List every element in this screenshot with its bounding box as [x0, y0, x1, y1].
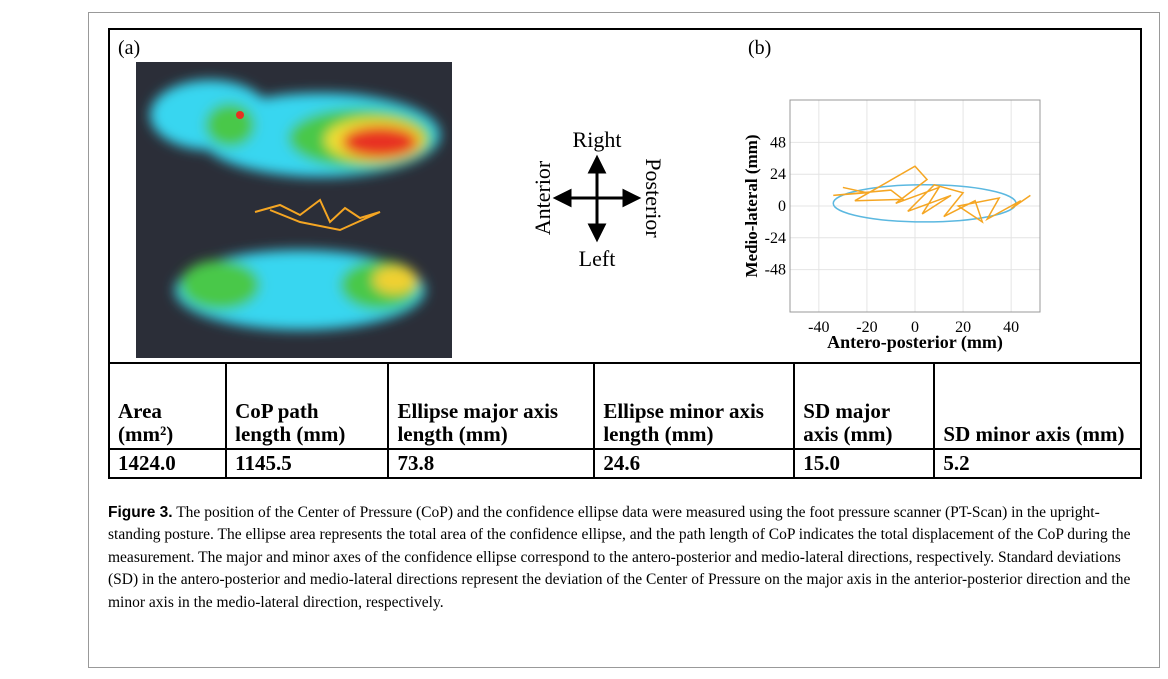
- results-table: Area (mm²)CoP path length (mm)Ellipse ma…: [108, 362, 1142, 479]
- y-tick-label: 48: [770, 134, 786, 151]
- table-cell: Ellipse major axis length (mm): [388, 363, 594, 449]
- panel-label: (a): [118, 37, 140, 59]
- y-tick-label: 24: [770, 166, 786, 183]
- x-tick-label: -40: [808, 319, 829, 336]
- y-tick-label: -24: [765, 230, 786, 247]
- x-tick-label: 20: [955, 319, 971, 336]
- table-row: Area (mm²)CoP path length (mm)Ellipse ma…: [109, 363, 1141, 449]
- direction-label: Right: [573, 127, 622, 152]
- direction-label: Anterior: [530, 160, 555, 235]
- table-cell: 15.0: [794, 449, 934, 478]
- caption-text: The position of the Center of Pressure (…: [108, 504, 1131, 611]
- table-cell: Ellipse minor axis length (mm): [594, 363, 794, 449]
- table-cell: 73.8: [388, 449, 594, 478]
- table-cell: 1424.0: [109, 449, 226, 478]
- x-tick-label: 0: [911, 319, 919, 336]
- y-tick-label: -48: [765, 262, 786, 279]
- table-cell: Area (mm²): [109, 363, 226, 449]
- table-cell: CoP path length (mm): [226, 363, 388, 449]
- table-cell: SD major axis (mm): [794, 363, 934, 449]
- table-cell: 5.2: [934, 449, 1141, 478]
- page: (a) Right Left Anterior Posterior (b) An…: [0, 0, 1168, 679]
- table-cell: 24.6: [594, 449, 794, 478]
- compass: [556, 158, 638, 239]
- x-tick-label: -20: [856, 319, 877, 336]
- y-axis-label: Medio-lateral (mm): [742, 134, 761, 277]
- y-tick-label: 0: [778, 198, 786, 215]
- hotspot: [236, 111, 244, 119]
- caption: Figure 3. The position of the Center of …: [108, 502, 1148, 614]
- table-cell: 1145.5: [226, 449, 388, 478]
- panel-label: (b): [748, 37, 771, 59]
- table-cell: SD minor axis (mm): [934, 363, 1141, 449]
- x-tick-label: 40: [1003, 319, 1019, 336]
- plot: -40 -20 0 20 40 -48 -24 0 24 48: [765, 100, 1040, 336]
- caption-label: Figure 3.: [108, 504, 173, 521]
- direction-label: Posterior: [641, 158, 666, 238]
- direction-label: Left: [579, 246, 616, 271]
